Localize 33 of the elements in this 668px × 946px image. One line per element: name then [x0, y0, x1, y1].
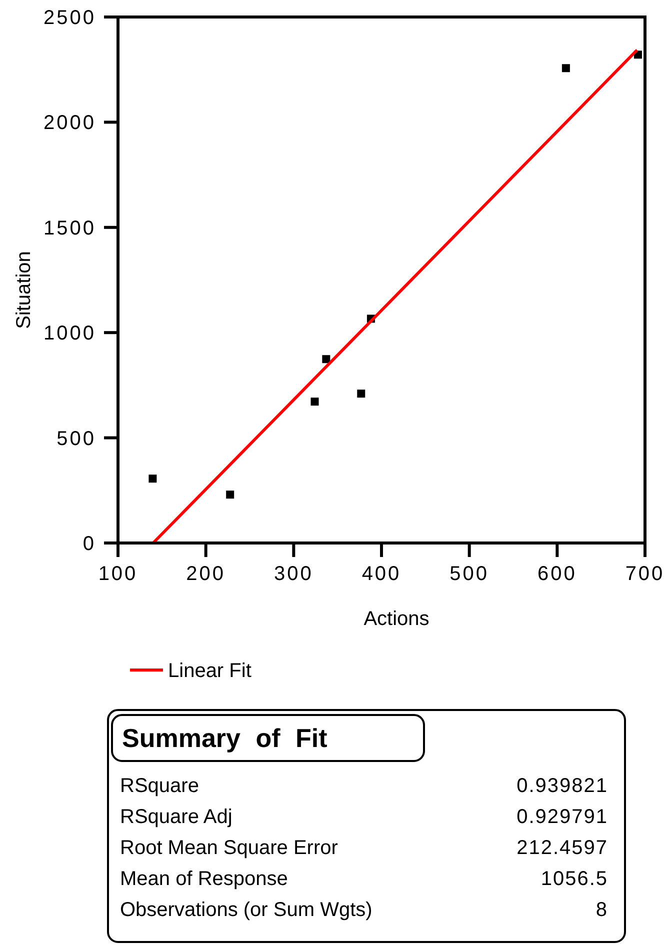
point — [562, 64, 570, 72]
x-tick-label: 700 — [625, 563, 665, 585]
x-tick-label: 500 — [450, 563, 490, 585]
y-tick-label: 2500 — [44, 7, 96, 29]
x-tick-label: 200 — [186, 563, 226, 585]
text: Root Mean Square Error — [120, 837, 338, 859]
text: Mean of Response — [120, 868, 288, 890]
y-tick-label: 0 — [82, 533, 96, 555]
y-tick-label: 1500 — [44, 217, 96, 240]
text: RSquare Adj — [120, 806, 232, 828]
text: 1056.5 — [540, 868, 608, 890]
x-tick-label: 300 — [274, 563, 314, 585]
text: RSquare — [120, 775, 199, 797]
point — [226, 490, 234, 499]
x-tick-label: 400 — [362, 563, 402, 585]
y-tick-label: 2000 — [44, 112, 96, 134]
y-tick-label: 500 — [56, 428, 96, 450]
point — [357, 390, 366, 398]
point — [322, 355, 330, 364]
x-tick-label: 600 — [537, 563, 577, 585]
text: Observations (or Sum Wgts) — [120, 899, 372, 921]
text: 8 — [596, 899, 608, 921]
y-axis-title: Situation — [13, 251, 35, 329]
legend-label: Linear Fit — [168, 660, 252, 682]
text: 0.929791 — [516, 806, 608, 828]
x-axis-title: Actions — [364, 608, 430, 630]
point — [310, 398, 319, 406]
x-tick-label: 100 — [98, 563, 138, 585]
point — [148, 474, 157, 483]
text: 0.939821 — [516, 775, 608, 797]
y-tick-label: 1000 — [44, 322, 96, 345]
text: 212.4597 — [516, 837, 608, 859]
text: Summary of Fit — [122, 723, 328, 753]
